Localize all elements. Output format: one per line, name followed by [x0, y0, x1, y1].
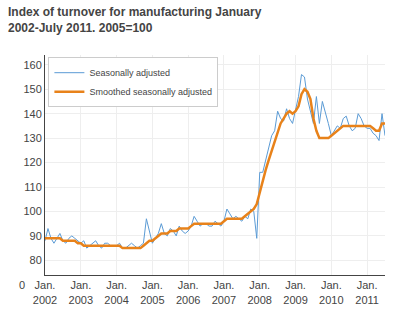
svg-text:Jan.2010: Jan.2010 — [319, 279, 343, 305]
svg-text:150: 150 — [23, 83, 41, 95]
svg-text:Seasonally adjusted: Seasonally adjusted — [89, 68, 170, 78]
svg-text:110: 110 — [24, 181, 42, 193]
svg-text:Jan.2007: Jan.2007 — [212, 279, 236, 305]
svg-text:Jan.2003: Jan.2003 — [69, 279, 93, 305]
svg-text:140: 140 — [23, 108, 41, 120]
svg-text:0: 0 — [19, 279, 25, 291]
svg-text:160: 160 — [23, 59, 41, 71]
svg-text:Jan.2002: Jan.2002 — [33, 279, 57, 305]
svg-text:120: 120 — [23, 156, 41, 168]
svg-text:100: 100 — [23, 205, 41, 217]
svg-text:Jan.2005: Jan.2005 — [140, 279, 164, 305]
svg-text:Smoothed seasonally adjusted: Smoothed seasonally adjusted — [89, 87, 212, 97]
svg-text:Index of turnover for manufact: Index of turnover for manufacturing Janu… — [8, 5, 262, 35]
svg-text:Jan.2008: Jan.2008 — [247, 279, 271, 305]
svg-text:130: 130 — [23, 132, 41, 144]
svg-text:Jan.2006: Jan.2006 — [176, 279, 200, 305]
svg-text:80: 80 — [30, 254, 42, 266]
svg-text:Jan.2011: Jan.2011 — [355, 279, 379, 305]
svg-text:90: 90 — [30, 230, 42, 242]
svg-text:Jan.2009: Jan.2009 — [283, 279, 307, 305]
svg-text:Jan.2004: Jan.2004 — [104, 279, 128, 305]
